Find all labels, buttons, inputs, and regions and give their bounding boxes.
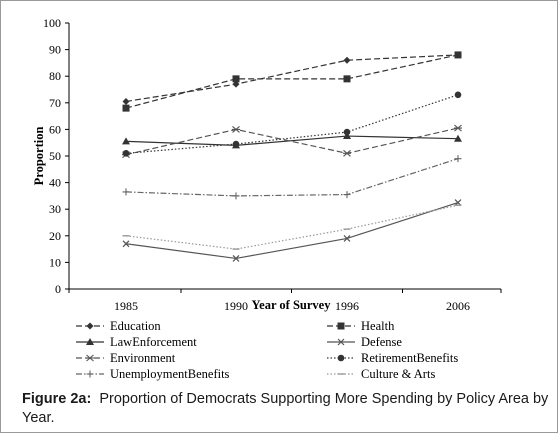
data-point bbox=[343, 75, 351, 83]
y-tick-label: 100 bbox=[43, 16, 61, 30]
legend-item: UnemploymentBenefits bbox=[76, 367, 230, 381]
data-point bbox=[232, 192, 240, 200]
legend-item: Education bbox=[76, 319, 161, 333]
legend-marker bbox=[86, 370, 94, 378]
series-3 bbox=[122, 132, 462, 149]
data-point bbox=[343, 191, 351, 199]
series-8 bbox=[122, 204, 462, 250]
y-tick-label: 50 bbox=[49, 149, 61, 163]
y-tick-label: 20 bbox=[49, 229, 61, 243]
legend-item: RetirementBenefits bbox=[327, 351, 458, 365]
data-point bbox=[343, 132, 351, 140]
legend-item: Defense bbox=[327, 335, 402, 349]
legend-marker bbox=[86, 338, 94, 345]
data-point bbox=[454, 51, 462, 59]
legend-label: Defense bbox=[361, 335, 402, 349]
legend-marker bbox=[337, 322, 345, 330]
data-point bbox=[122, 104, 130, 112]
series-line bbox=[125, 158, 459, 197]
series-line bbox=[125, 127, 459, 156]
series-4 bbox=[122, 199, 462, 262]
caption-label: Figure 2a: bbox=[22, 391, 92, 407]
legend-label: Education bbox=[110, 319, 161, 333]
data-point bbox=[454, 155, 462, 163]
data-point bbox=[232, 80, 240, 88]
data-point bbox=[454, 134, 462, 142]
legend-item: LawEnforcement bbox=[76, 335, 197, 349]
x-tick-label: 1985 bbox=[114, 299, 138, 313]
legend-marker bbox=[337, 354, 345, 362]
legend-label: Culture & Arts bbox=[361, 367, 435, 381]
data-point bbox=[454, 124, 462, 132]
series-2 bbox=[122, 51, 462, 112]
y-tick-label: 40 bbox=[49, 176, 61, 190]
series-7 bbox=[122, 155, 462, 200]
data-point bbox=[343, 149, 351, 157]
data-point bbox=[232, 254, 240, 262]
legend-item: Health bbox=[327, 319, 395, 333]
legend-marker bbox=[337, 338, 345, 346]
y-tick-label: 70 bbox=[49, 96, 61, 110]
series-line bbox=[125, 204, 459, 250]
y-tick-label: 60 bbox=[49, 122, 61, 136]
y-tick-label: 30 bbox=[49, 202, 61, 216]
series-line bbox=[125, 94, 459, 154]
data-point bbox=[122, 97, 130, 105]
x-axis-label: Year of Survey bbox=[252, 298, 332, 312]
legend-marker bbox=[86, 354, 94, 362]
x-tick-label: 1990 bbox=[224, 299, 248, 313]
y-tick-label: 0 bbox=[55, 282, 61, 296]
legend-label: UnemploymentBenefits bbox=[110, 367, 230, 381]
series-line bbox=[125, 54, 459, 109]
data-point bbox=[122, 150, 130, 157]
series-line bbox=[125, 135, 459, 146]
legend-label: Environment bbox=[110, 351, 176, 365]
x-tick-labels: 1985 1990 1996 2006 bbox=[114, 299, 470, 313]
x-tick-label: 2006 bbox=[446, 299, 470, 313]
x-tick-label: 1996 bbox=[335, 299, 359, 313]
caption-text: Proportion of Democrats Supporting More … bbox=[22, 391, 549, 426]
data-point bbox=[122, 137, 130, 145]
y-tick-label: 10 bbox=[49, 255, 61, 269]
series-1 bbox=[122, 51, 462, 105]
chart-series bbox=[122, 51, 462, 262]
series-line bbox=[125, 54, 459, 103]
data-point bbox=[343, 235, 351, 242]
data-point bbox=[122, 188, 130, 196]
data-point bbox=[343, 128, 351, 136]
chart-legend: Education Health LawEnforcement Defense Envi… bbox=[76, 319, 458, 381]
data-point bbox=[343, 56, 351, 64]
legend-item: Environment bbox=[76, 351, 176, 365]
y-tick-labels: 0 10 20 30 40 50 60 70 80 90 100 bbox=[43, 16, 61, 296]
legend-label: LawEnforcement bbox=[110, 335, 197, 349]
series-5 bbox=[122, 124, 462, 159]
y-tick-label: 80 bbox=[49, 69, 61, 83]
y-axis-label: Proportion bbox=[32, 127, 46, 186]
chart-axes bbox=[65, 22, 502, 293]
data-point bbox=[232, 125, 240, 133]
data-point bbox=[232, 140, 240, 148]
legend-item: Culture & Arts bbox=[327, 367, 435, 381]
series-line bbox=[125, 201, 459, 260]
data-point bbox=[232, 75, 240, 83]
series-6 bbox=[122, 91, 462, 157]
legend-label: Health bbox=[361, 319, 395, 333]
y-tick-label: 90 bbox=[49, 43, 61, 57]
legend-marker bbox=[86, 322, 94, 330]
figure-caption: Figure 2a: Proportion of Democrats Suppo… bbox=[22, 390, 552, 428]
data-point bbox=[454, 91, 462, 99]
legend-label: RetirementBenefits bbox=[361, 351, 458, 365]
data-point bbox=[122, 240, 130, 248]
